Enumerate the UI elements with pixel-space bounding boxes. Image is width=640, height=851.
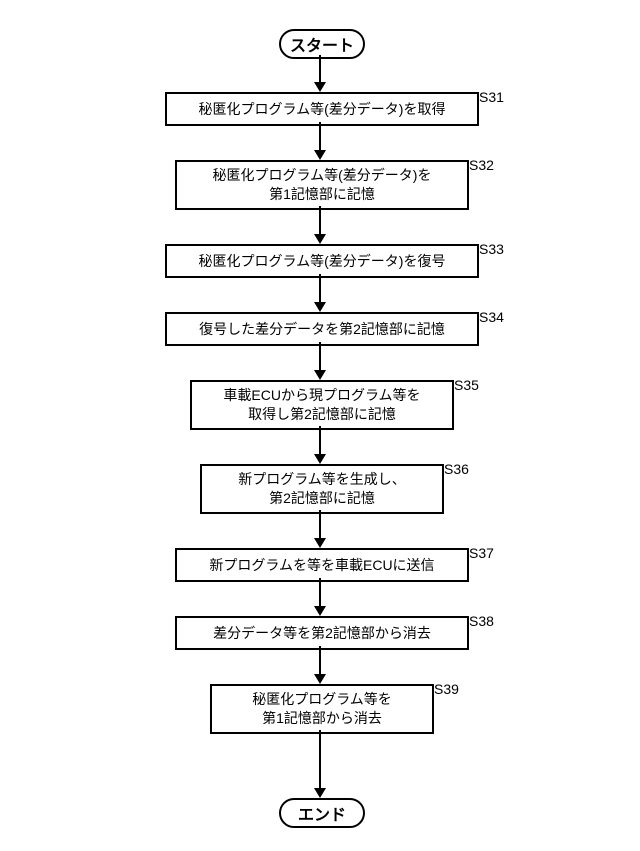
step-id-label: S33: [479, 241, 504, 257]
step-id-label: S37: [469, 545, 494, 561]
process-step: 秘匿化プログラム等を 第1記憶部から消去: [210, 684, 434, 734]
arrowhead-icon: [314, 82, 326, 92]
process-step-text: 秘匿化プログラム等(差分データ)を取得: [199, 100, 446, 119]
connector-line: [319, 578, 321, 606]
process-step: 新プログラム等を生成し、 第2記憶部に記憶: [200, 464, 444, 514]
arrowhead-icon: [314, 150, 326, 160]
process-step-text: 秘匿化プログラム等(差分データ)を復号: [199, 252, 446, 271]
step-id-label: S35: [454, 377, 479, 393]
connector-line: [319, 426, 321, 454]
arrowhead-icon: [314, 370, 326, 380]
connector-line: [319, 510, 321, 538]
process-step-text: 車載ECUから現プログラム等を 取得し第2記憶部に記憶: [223, 386, 420, 424]
process-step: 秘匿化プログラム等(差分データ)を 第1記憶部に記憶: [175, 160, 469, 210]
arrowhead-icon: [314, 234, 326, 244]
arrowhead-icon: [314, 302, 326, 312]
arrowhead-icon: [314, 606, 326, 616]
start-terminal: スタート: [279, 29, 365, 59]
arrowhead-icon: [314, 454, 326, 464]
start-label: スタート: [290, 32, 354, 56]
step-id-label: S34: [479, 309, 504, 325]
step-id-label: S31: [479, 89, 504, 105]
process-step-text: 差分データ等を第2記憶部から消去: [213, 624, 431, 643]
step-id-label: S39: [434, 681, 459, 697]
process-step-text: 復号した差分データを第2記憶部に記憶: [199, 320, 445, 339]
arrowhead-icon: [314, 788, 326, 798]
process-step: 差分データ等を第2記憶部から消去: [175, 616, 469, 650]
connector-line: [319, 55, 321, 82]
connector-line: [319, 206, 321, 234]
process-step: 秘匿化プログラム等(差分データ)を復号: [165, 244, 479, 278]
process-step: 新プログラムを等を車載ECUに送信: [175, 548, 469, 582]
arrowhead-icon: [314, 538, 326, 548]
connector-line: [319, 646, 321, 674]
step-id-label: S38: [469, 613, 494, 629]
flowchart-container: スタート 秘匿化プログラム等(差分データ)を取得 S31 秘匿化プログラム等(差分デ…: [0, 0, 640, 851]
process-step-text: 新プログラム等を生成し、 第2記憶部に記憶: [238, 470, 406, 508]
process-step-text: 新プログラムを等を車載ECUに送信: [209, 556, 434, 575]
connector-line: [319, 274, 321, 302]
process-step: 秘匿化プログラム等(差分データ)を取得: [165, 92, 479, 126]
step-id-label: S36: [444, 461, 469, 477]
connector-line: [319, 730, 321, 788]
connector-line: [319, 342, 321, 370]
process-step-text: 秘匿化プログラム等(差分データ)を 第1記憶部に記憶: [213, 166, 432, 204]
connector-line: [319, 122, 321, 150]
step-id-label: S32: [469, 157, 494, 173]
end-label: エンド: [298, 801, 346, 825]
arrowhead-icon: [314, 674, 326, 684]
process-step: 復号した差分データを第2記憶部に記憶: [165, 312, 479, 346]
process-step-text: 秘匿化プログラム等を 第1記憶部から消去: [252, 690, 392, 728]
process-step: 車載ECUから現プログラム等を 取得し第2記憶部に記憶: [190, 380, 454, 430]
end-terminal: エンド: [279, 798, 365, 828]
